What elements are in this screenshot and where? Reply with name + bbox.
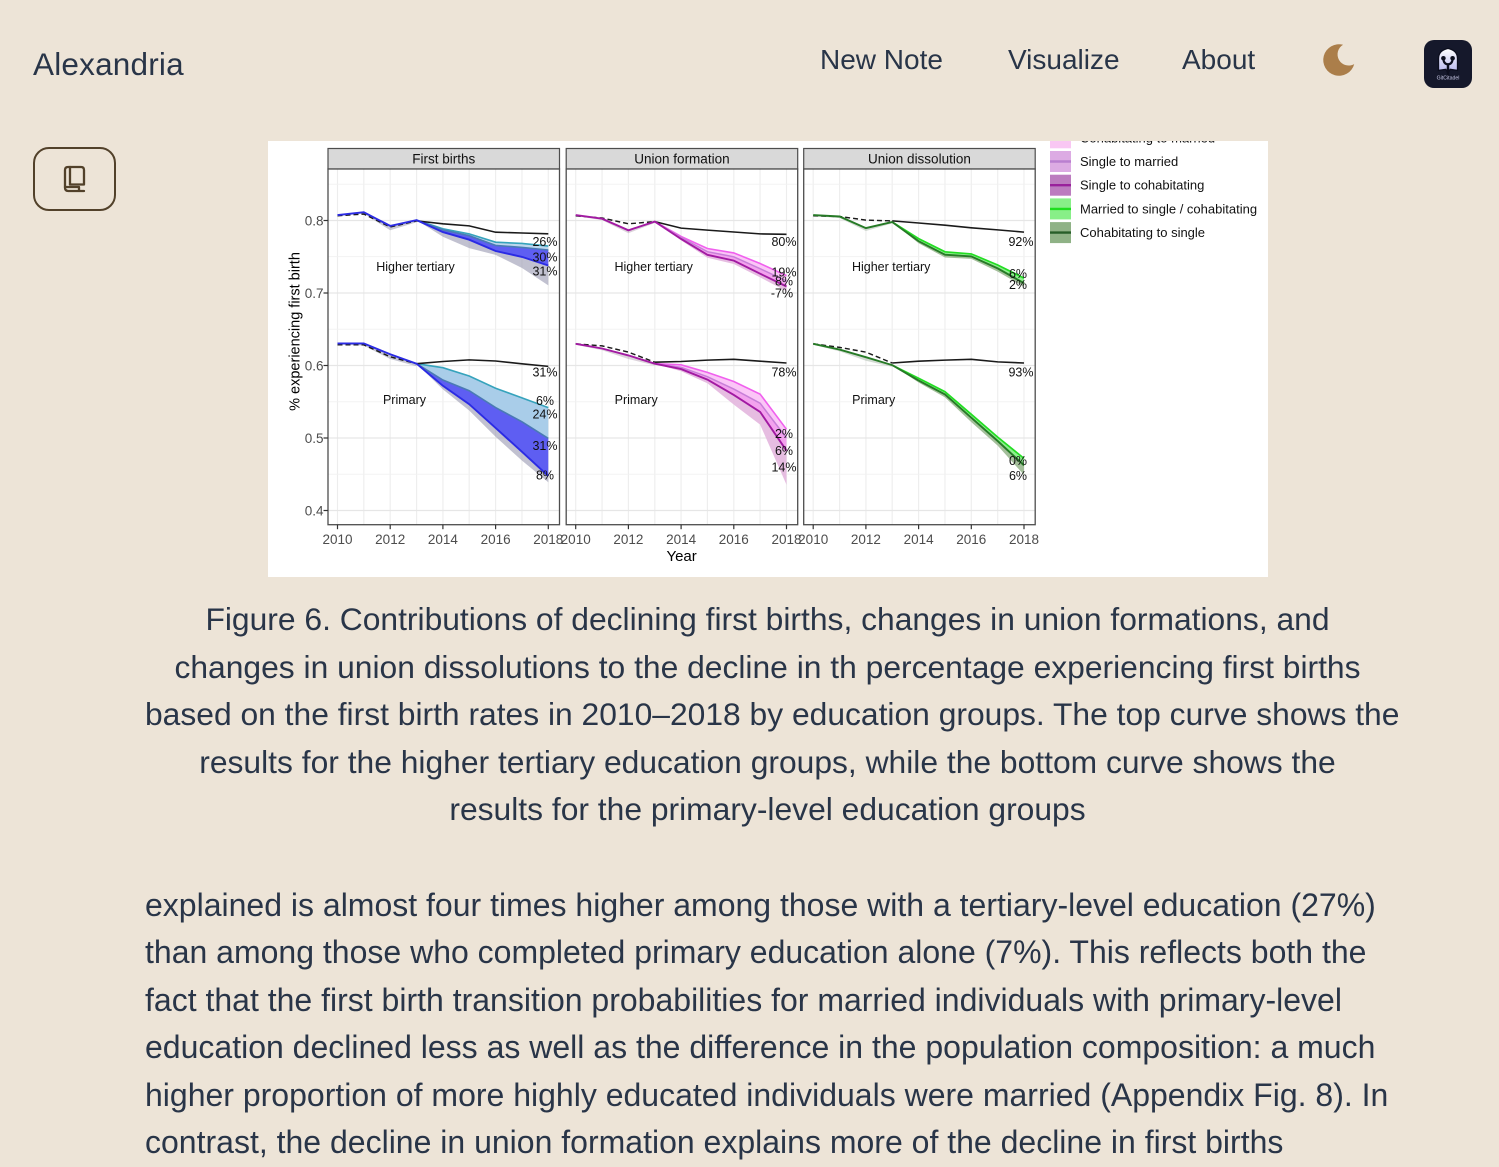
svg-text:Single to married: Single to married <box>1080 154 1178 169</box>
svg-text:2010: 2010 <box>798 532 828 547</box>
svg-text:14%: 14% <box>771 461 796 475</box>
svg-text:% experiencing first birth: % experiencing first birth <box>288 252 304 411</box>
svg-text:2012: 2012 <box>851 532 881 547</box>
svg-text:78%: 78% <box>771 366 796 380</box>
svg-text:92%: 92% <box>1008 235 1033 249</box>
svg-text:2014: 2014 <box>666 532 697 547</box>
svg-text:2012: 2012 <box>613 532 643 547</box>
svg-text:Higher tertiary: Higher tertiary <box>852 260 931 274</box>
svg-text:2014: 2014 <box>428 532 459 547</box>
svg-text:0.5: 0.5 <box>305 431 324 446</box>
svg-text:0.7: 0.7 <box>305 286 324 301</box>
svg-text:0.4: 0.4 <box>305 503 324 518</box>
svg-text:Union dissolution: Union dissolution <box>868 152 971 167</box>
svg-text:24%: 24% <box>532 408 557 422</box>
svg-text:6%: 6% <box>1009 267 1027 281</box>
svg-text:2018: 2018 <box>533 532 563 547</box>
svg-text:2012: 2012 <box>375 532 405 547</box>
svg-text:2016: 2016 <box>719 532 749 547</box>
svg-text:6%: 6% <box>775 444 793 458</box>
svg-text:Primary: Primary <box>852 393 896 407</box>
svg-text:0.8: 0.8 <box>305 213 324 228</box>
svg-text:19%: 19% <box>771 265 796 279</box>
svg-text:93%: 93% <box>1008 366 1033 380</box>
svg-text:2018: 2018 <box>771 532 801 547</box>
svg-text:30%: 30% <box>532 250 557 264</box>
svg-text:2010: 2010 <box>561 532 591 547</box>
svg-text:2010: 2010 <box>322 532 352 547</box>
svg-text:2%: 2% <box>1009 278 1027 292</box>
svg-text:26%: 26% <box>532 235 557 249</box>
svg-text:-7%: -7% <box>771 287 793 301</box>
svg-text:Married to single / cohabitati: Married to single / cohabitating <box>1080 201 1257 216</box>
svg-text:0.6: 0.6 <box>305 358 324 373</box>
svg-text:GitCitadel: GitCitadel <box>1437 76 1460 82</box>
svg-text:Cohabitating to married: Cohabitating to married <box>1080 141 1215 145</box>
svg-text:2016: 2016 <box>481 532 511 547</box>
svg-text:80%: 80% <box>771 235 796 249</box>
svg-text:31%: 31% <box>532 365 557 379</box>
svg-text:Higher tertiary: Higher tertiary <box>376 260 455 274</box>
svg-text:2016: 2016 <box>956 532 986 547</box>
svg-text:Primary: Primary <box>615 393 659 407</box>
svg-text:Higher tertiary: Higher tertiary <box>614 260 693 274</box>
svg-text:Union formation: Union formation <box>634 152 729 167</box>
svg-text:2014: 2014 <box>904 532 935 547</box>
svg-text:Cohabitating to single: Cohabitating to single <box>1080 225 1205 240</box>
svg-text:6%: 6% <box>536 394 554 408</box>
svg-text:Single to cohabitating: Single to cohabitating <box>1080 178 1204 193</box>
svg-text:Year: Year <box>666 548 696 565</box>
svg-text:Primary: Primary <box>383 393 427 407</box>
svg-text:8%: 8% <box>775 275 793 289</box>
svg-text:2018: 2018 <box>1009 532 1039 547</box>
svg-text:31%: 31% <box>532 439 557 453</box>
svg-text:8%: 8% <box>536 469 554 483</box>
svg-text:2%: 2% <box>775 427 793 441</box>
svg-text:31%: 31% <box>532 265 557 279</box>
svg-text:6%: 6% <box>1009 469 1027 483</box>
svg-text:First births: First births <box>412 152 475 167</box>
svg-text:0%: 0% <box>1009 454 1027 468</box>
